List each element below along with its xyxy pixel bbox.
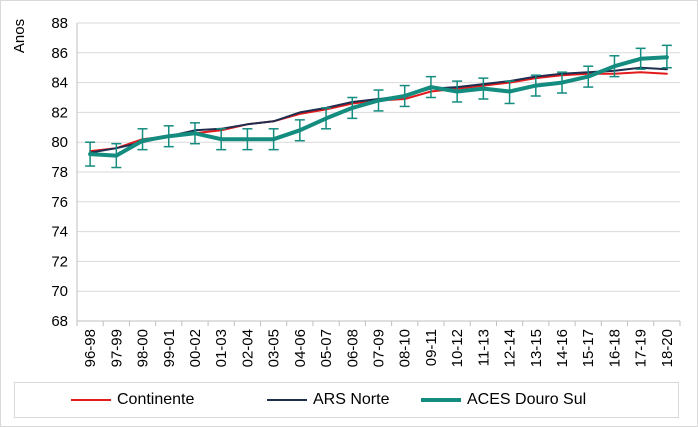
x-tick-label-14-16: 14-16: [554, 329, 571, 367]
x-tick-label-01-03: 01-03: [213, 329, 230, 367]
y-tick-label-82: 82: [51, 104, 68, 121]
y-tick-label-80: 80: [51, 134, 68, 151]
legend-item-aces-douro-sul: ACES Douro Sul: [421, 383, 586, 417]
legend-swatch-ars-norte: [267, 399, 307, 401]
y-axis-label: Anos: [11, 19, 28, 53]
x-tick-label-06-08: 06-08: [344, 329, 361, 367]
y-tick-label-84: 84: [51, 75, 68, 92]
y-tick-label-78: 78: [51, 164, 68, 181]
x-tick-label-10-12: 10-12: [449, 329, 466, 367]
x-tick-label-97-99: 97-99: [108, 329, 125, 367]
x-tick-label-98-00: 98-00: [135, 329, 152, 367]
x-tick-label-96-98: 96-98: [82, 329, 99, 367]
legend-item-ars-norte: ARS Norte: [267, 383, 389, 417]
legend: Continente ARS Norte ACES Douro Sul: [14, 382, 679, 418]
x-tick-label-04-06: 04-06: [292, 329, 309, 367]
x-tick-label-16-18: 16-18: [606, 329, 623, 367]
x-tick-label-07-09: 07-09: [371, 329, 388, 367]
y-tick-label-86: 86: [51, 45, 68, 62]
x-tick-label-13-15: 13-15: [528, 329, 545, 367]
y-tick-label-68: 68: [51, 313, 68, 330]
series-line-aces-douro-sul: [88, 55, 669, 158]
x-tick-label-11-13: 11-13: [475, 329, 492, 366]
x-tick-label-15-17: 15-17: [580, 329, 597, 367]
legend-label-ars-norte: ARS Norte: [313, 391, 390, 408]
legend-item-continente: Continente: [71, 383, 194, 417]
y-tick-label-72: 72: [51, 253, 68, 270]
x-tick-label-08-10: 08-10: [397, 329, 414, 367]
x-tick-label-17-19: 17-19: [633, 329, 650, 367]
legend-swatch-continente: [71, 399, 111, 401]
y-tick-label-88: 88: [51, 15, 68, 32]
x-tick-label-12-14: 12-14: [502, 329, 519, 367]
x-tick-label-05-07: 05-07: [318, 329, 335, 367]
x-tick-label-03-05: 03-05: [266, 329, 283, 367]
y-tick-label-70: 70: [51, 283, 68, 300]
x-tick-label-18-20: 18-20: [659, 329, 676, 367]
x-tick-label-00-02: 00-02: [187, 329, 204, 367]
legend-label-continente: Continente: [117, 391, 195, 408]
x-tick-label-99-01: 99-01: [161, 329, 178, 367]
x-tick-label-02-04: 02-04: [239, 329, 256, 367]
legend-label-aces-douro-sul: ACES Douro Sul: [467, 391, 587, 408]
x-tick-label-09-11: 09-11: [423, 329, 440, 366]
y-tick-label-76: 76: [51, 194, 68, 211]
legend-swatch-aces-douro-sul: [421, 398, 461, 402]
series-aces-douro-sul: [85, 44, 672, 169]
y-tick-label-74: 74: [51, 224, 68, 241]
